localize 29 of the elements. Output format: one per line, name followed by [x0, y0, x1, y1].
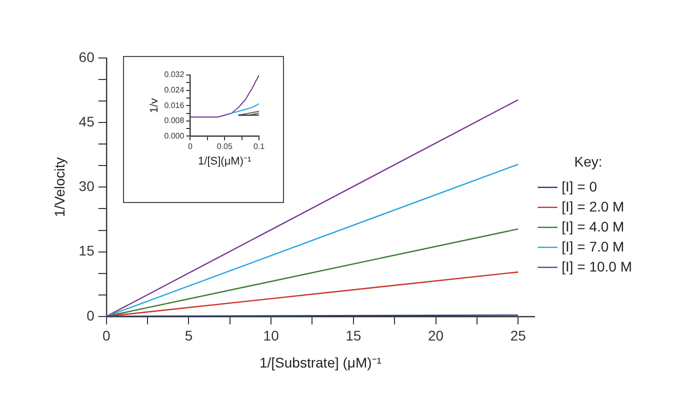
y-tick-label: 60 — [78, 48, 95, 65]
legend-label: [I] = 4.0 M — [562, 218, 624, 234]
legend-label: [I] = 7.0 M — [562, 238, 624, 254]
y-tick-label: 0 — [86, 307, 95, 324]
x-axis-title: 1/[S](μM)⁻¹ — [198, 155, 252, 168]
x-tick-label: 10 — [263, 328, 280, 344]
x-tick-label: 0.1 — [253, 142, 266, 152]
y-tick-label: 0.000 — [164, 131, 185, 140]
y-tick-label: 0.016 — [164, 100, 185, 110]
x-tick-label: 0 — [102, 328, 110, 344]
y-tick-label: 0.032 — [164, 70, 185, 80]
x-tick-label: 5 — [184, 328, 193, 344]
y-tick-label: 30 — [78, 178, 95, 194]
y-axis-title: 1/Velocity — [51, 157, 68, 218]
y-tick-label: 45 — [78, 113, 95, 130]
y-axis-title: 1/v — [148, 98, 161, 113]
x-tick-label: 0 — [188, 142, 193, 152]
y-tick-label: 15 — [78, 242, 95, 259]
x-tick-label: 0.05 — [216, 142, 233, 152]
legend-label: [I] = 0 — [562, 178, 598, 194]
legend-label: [I] = 10.0 M — [562, 258, 632, 274]
x-tick-label: 20 — [428, 328, 444, 344]
x-tick-label: 15 — [346, 328, 362, 344]
x-tick-label: 25 — [510, 328, 526, 344]
y-tick-label: 0.024 — [164, 86, 185, 95]
y-tick-label: 0.008 — [164, 116, 185, 126]
legend-title: Key: — [574, 153, 602, 170]
x-axis-title: 1/[Substrate] (μM)⁻¹ — [259, 354, 382, 370]
legend-label: [I] = 2.0 M — [562, 198, 624, 214]
